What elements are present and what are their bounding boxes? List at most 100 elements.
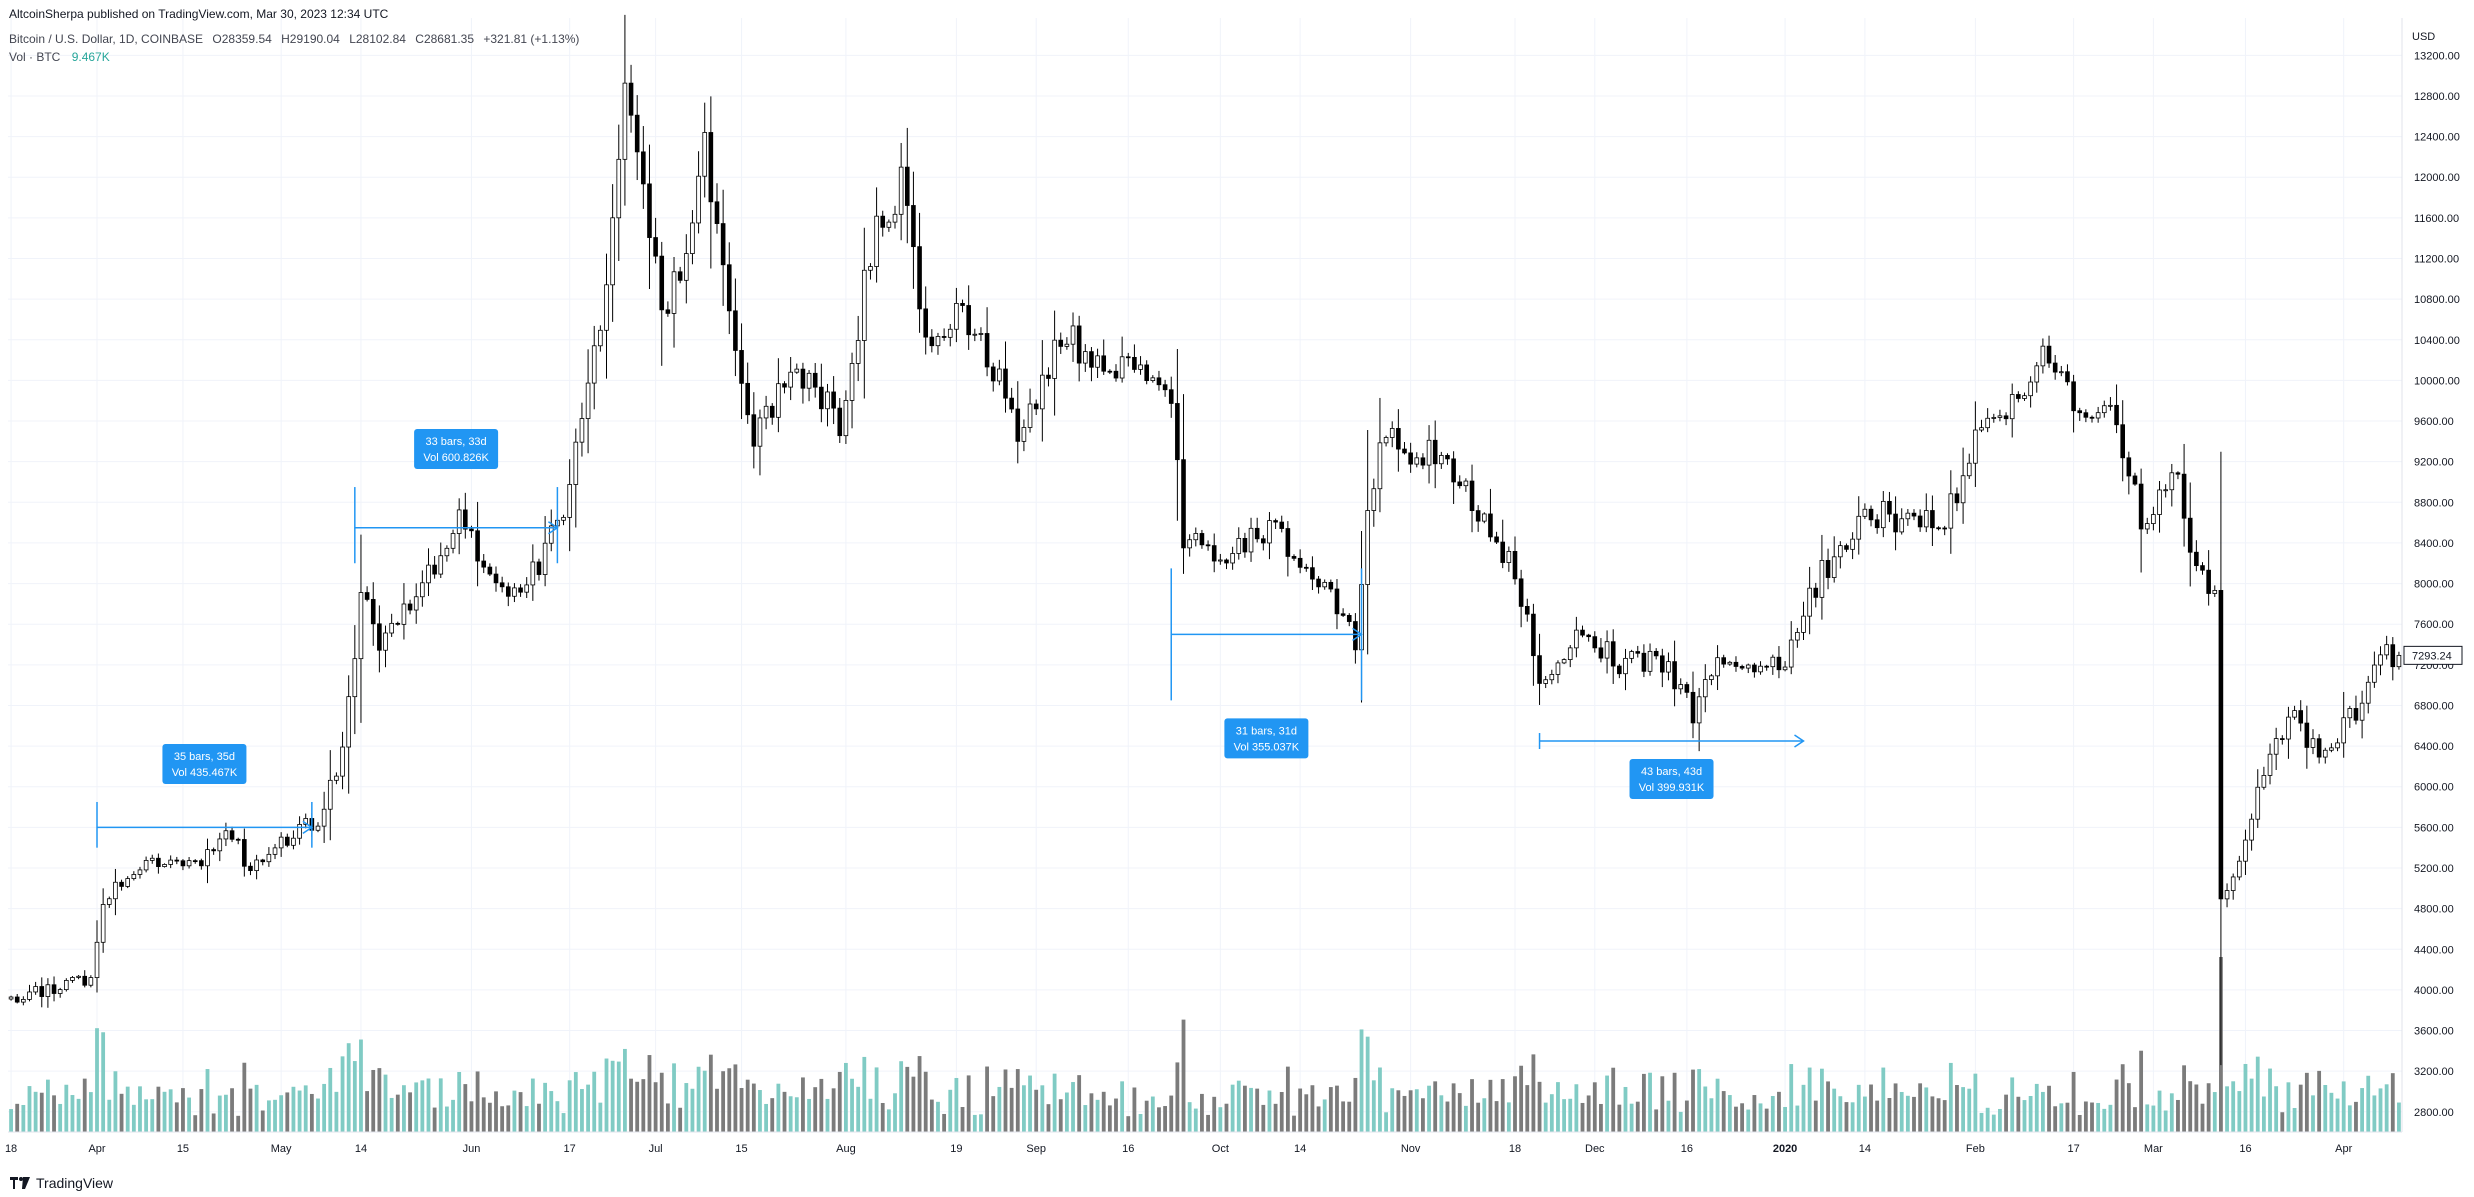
candle-body [1500, 541, 1506, 563]
volume-bar [1390, 1088, 1395, 1132]
candle-body [573, 441, 579, 485]
ohlc-change: +321.81 (+1.13%) [483, 32, 580, 46]
volume-bar [1654, 1109, 1659, 1132]
candle-body [1414, 457, 1420, 465]
candle-body [935, 336, 941, 347]
volume-bar [1298, 1088, 1303, 1132]
volume-bar [1893, 1083, 1898, 1132]
volume-bar [1691, 1069, 1695, 1132]
measure-vol-label: Vol 399.931K [1639, 782, 1705, 794]
volume-bar [1206, 1114, 1210, 1132]
volume-bar [2249, 1078, 2254, 1132]
volume-bar [586, 1084, 590, 1132]
volume-bar [954, 1077, 959, 1132]
measurement-annotations[interactable]: 35 bars, 35d Vol 435.467K 33 bars, 33d Vol … [96, 429, 1805, 848]
price-tick-label: 4400.00 [2414, 944, 2454, 956]
candle-body [1340, 613, 1346, 616]
volume-bar [1506, 1102, 1511, 1132]
volume-bar [1568, 1098, 1573, 1132]
volume-bar [389, 1097, 394, 1132]
measure-tool-1[interactable]: 35 bars, 35d Vol 435.467K [96, 743, 314, 848]
volume-bar [1605, 1075, 1609, 1132]
candle-body [1316, 578, 1321, 588]
tradingview-brand[interactable]: TradingView [10, 1175, 113, 1191]
volume-bar [2126, 1083, 2131, 1132]
measure-tool-2[interactable]: 33 bars, 33d Vol 600.826K [354, 429, 559, 564]
chart-grid [8, 18, 2402, 1132]
volume-legend[interactable]: Vol · BTC 9.467K [9, 50, 110, 64]
volume-bar [1371, 1080, 1376, 1132]
volume-bar [1077, 1075, 1082, 1132]
candle-body [997, 368, 1002, 382]
candle-body [1070, 325, 1076, 345]
candle-body [1218, 559, 1223, 562]
candle-body [929, 336, 935, 347]
volume-bar [1826, 1081, 1830, 1132]
candle-body [2194, 551, 2199, 567]
volume-bar [1758, 1103, 1763, 1132]
candle-body [377, 623, 382, 651]
volume-bar [2200, 1103, 2205, 1132]
candle-body [2132, 475, 2138, 485]
volume-bar [2139, 1050, 2144, 1132]
candle-body [960, 303, 965, 306]
candle-body [2157, 489, 2162, 515]
price-axis[interactable]: USD 2800.00 3200.00 3600.00 4000.00 4400.00 48… [2401, 18, 2463, 1132]
measure-tool-3[interactable]: 31 bars, 31d Vol 355.037K [1170, 568, 1363, 759]
candle-body [1617, 665, 1622, 675]
volume-bar [972, 1114, 977, 1132]
candle-body [733, 310, 738, 351]
volume-bar [2120, 1064, 2125, 1132]
volume-bar [1126, 1116, 1131, 1132]
volume-bar [1058, 1099, 1063, 1132]
candle-body [1874, 519, 1880, 529]
candle-body [512, 587, 517, 597]
price-tick-label: 6800.00 [2414, 700, 2454, 712]
candle-body [1451, 458, 1456, 483]
volume-bar [481, 1097, 486, 1132]
candle-body [352, 658, 358, 698]
volume-bar [303, 1085, 308, 1132]
measure-bars-label: 35 bars, 35d [174, 751, 235, 763]
volume-bar [1623, 1086, 1628, 1132]
volume-bar [665, 1103, 670, 1132]
candle-body [1040, 374, 1045, 410]
candle-body [2175, 472, 2181, 475]
candle-body [2095, 412, 2101, 419]
volume-bar [451, 1099, 455, 1132]
symbol-legend[interactable]: Bitcoin / U.S. Dollar, 1D, COINBASE O283… [9, 32, 579, 46]
volume-bar [1114, 1098, 1118, 1132]
volume-bar [1537, 1081, 1542, 1132]
candle-body [1721, 657, 1727, 665]
price-tick-label: 12000.00 [2414, 172, 2460, 184]
volume-bar [2390, 1073, 2395, 1132]
measure-arrow-icon [547, 521, 559, 535]
volume-bar [2341, 1081, 2346, 1132]
volume-bar [2323, 1084, 2328, 1132]
candle-body [886, 221, 892, 228]
candle-body [2040, 345, 2046, 367]
volume-bar [850, 1078, 854, 1132]
volume-bar [1813, 1100, 1818, 1132]
volume-bar [199, 1089, 204, 1132]
volume-bar [843, 1062, 848, 1132]
volume-bar [1107, 1105, 1112, 1132]
candle-body [696, 175, 701, 224]
volume-bar [2077, 1114, 2082, 1132]
time-tick-label: 15 [177, 1143, 189, 1155]
candle-body [315, 825, 321, 831]
candle-body [401, 603, 407, 625]
volume-bar [1924, 1087, 1929, 1132]
time-axis[interactable]: 18 Apr 15 May 14 Jun 17 Jul 15 Aug 19 Sep 16 Oct 14 Nov… [5, 1131, 2402, 1155]
measure-tool-4[interactable]: 43 bars, 43d Vol 399.931K [1538, 733, 1805, 800]
volume-bar [1157, 1107, 1161, 1132]
volume-bar [1224, 1103, 1229, 1132]
volume-bar [15, 1103, 20, 1132]
volume-bar [1089, 1093, 1094, 1132]
volume-bar [236, 1115, 241, 1132]
volume-bar [2090, 1102, 2094, 1132]
volume-bar [721, 1071, 726, 1132]
volume-bar [1071, 1082, 1075, 1132]
measure-label-box [162, 743, 247, 784]
